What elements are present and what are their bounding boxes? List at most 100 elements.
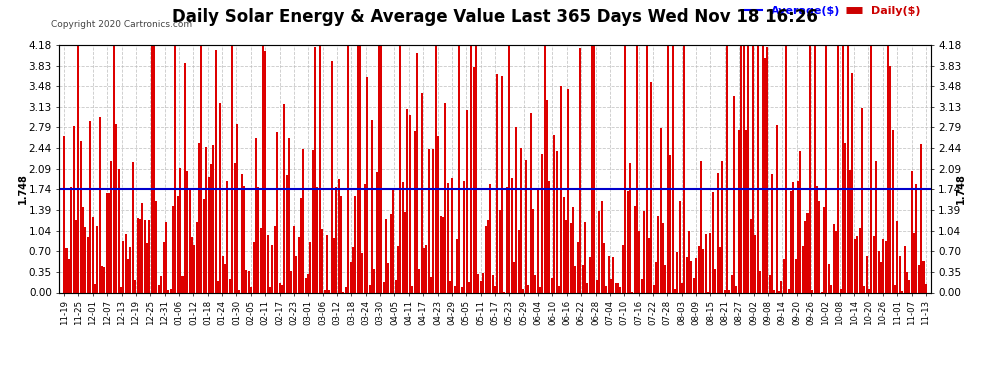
Text: Copyright 2020 Cartronics.com: Copyright 2020 Cartronics.com xyxy=(50,20,192,29)
Bar xyxy=(581,266,583,292)
Bar xyxy=(205,147,207,292)
Bar xyxy=(667,45,669,292)
Bar xyxy=(461,287,463,292)
Bar xyxy=(828,264,830,292)
Bar xyxy=(264,51,266,292)
Bar xyxy=(248,271,249,292)
Bar xyxy=(558,286,560,292)
Bar xyxy=(844,143,846,292)
Bar xyxy=(807,213,809,292)
Bar xyxy=(111,160,113,292)
Bar xyxy=(546,100,548,292)
Bar xyxy=(647,238,649,292)
Bar xyxy=(742,45,744,292)
Bar xyxy=(172,206,174,292)
Bar xyxy=(499,210,501,292)
Bar xyxy=(108,193,110,292)
Bar xyxy=(749,219,751,292)
Bar xyxy=(625,45,627,292)
Bar xyxy=(271,245,273,292)
Bar xyxy=(764,58,766,292)
Bar xyxy=(572,207,574,292)
Bar xyxy=(259,228,261,292)
Bar xyxy=(686,257,688,292)
Bar xyxy=(863,286,865,292)
Bar xyxy=(298,237,300,292)
Bar xyxy=(887,45,889,292)
Bar xyxy=(525,160,527,292)
Bar xyxy=(257,186,259,292)
Bar xyxy=(698,246,700,292)
Bar xyxy=(244,186,246,292)
Bar xyxy=(99,117,101,292)
Bar xyxy=(671,45,673,292)
Bar xyxy=(359,45,361,292)
Bar xyxy=(842,45,844,292)
Bar xyxy=(125,234,127,292)
Bar xyxy=(307,274,309,292)
Bar xyxy=(220,104,222,292)
Bar xyxy=(165,222,167,292)
Bar xyxy=(795,259,797,292)
Bar xyxy=(831,285,833,292)
Bar xyxy=(589,257,591,292)
Bar xyxy=(504,291,506,292)
Bar xyxy=(179,168,181,292)
Bar xyxy=(217,281,219,292)
Bar xyxy=(617,283,619,292)
Bar xyxy=(186,171,188,292)
Bar xyxy=(501,76,503,292)
Bar xyxy=(274,226,276,292)
Bar xyxy=(113,45,115,292)
Bar xyxy=(196,222,198,292)
Bar xyxy=(418,269,420,292)
Bar xyxy=(191,237,193,292)
Bar xyxy=(89,122,91,292)
Bar xyxy=(496,74,498,292)
Bar xyxy=(446,183,448,292)
Bar xyxy=(224,264,226,292)
Bar xyxy=(508,45,510,292)
Bar xyxy=(426,244,428,292)
Bar xyxy=(349,262,351,292)
Bar xyxy=(480,281,482,292)
Text: 1.748: 1.748 xyxy=(18,174,29,204)
Bar xyxy=(880,262,882,292)
Bar xyxy=(693,278,695,292)
Bar xyxy=(809,45,811,292)
Bar xyxy=(356,45,358,292)
Bar xyxy=(451,178,453,292)
Bar xyxy=(550,278,552,292)
Bar xyxy=(254,138,256,292)
Bar xyxy=(710,233,712,292)
Bar xyxy=(87,237,89,292)
Bar xyxy=(911,171,913,292)
Bar xyxy=(885,241,887,292)
Bar xyxy=(598,211,600,292)
Bar xyxy=(392,189,394,292)
Bar xyxy=(811,290,813,292)
Bar xyxy=(435,45,437,292)
Bar xyxy=(366,77,368,292)
Bar xyxy=(835,231,837,292)
Bar xyxy=(792,183,794,292)
Bar xyxy=(144,220,146,292)
Bar xyxy=(193,245,195,292)
Bar xyxy=(858,228,860,292)
Bar xyxy=(433,149,435,292)
Bar xyxy=(776,125,778,292)
Bar xyxy=(849,170,851,292)
Bar xyxy=(875,160,877,292)
Bar xyxy=(532,209,534,292)
Bar xyxy=(445,103,446,292)
Bar xyxy=(901,291,903,292)
Bar xyxy=(421,93,423,292)
Bar xyxy=(463,181,465,292)
Bar xyxy=(894,285,896,292)
Bar xyxy=(759,272,761,292)
Bar xyxy=(157,285,159,292)
Bar xyxy=(295,256,297,292)
Bar xyxy=(681,284,683,292)
Bar xyxy=(407,109,409,292)
Bar xyxy=(139,219,141,292)
